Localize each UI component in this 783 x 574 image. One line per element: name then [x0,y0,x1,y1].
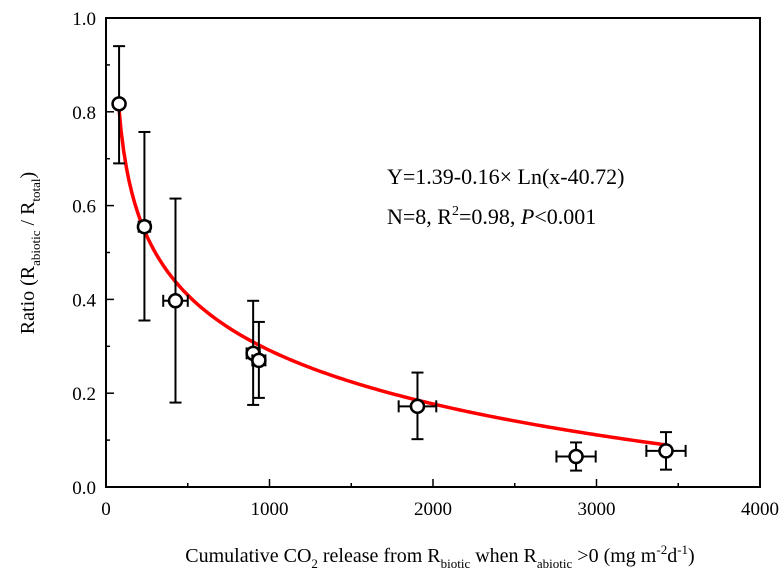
axis-ticks: 0 1000 2000 3000 4000 0.0 0.2 0.4 0.6 0.8 1.0 [72,9,779,520]
y-tick-label: 0.0 [72,478,96,499]
equation-annotation: Y=1.39-0.16× Ln(x-40.72) [387,164,624,189]
plot-border [105,17,761,488]
point-marker [167,293,184,309]
y-tick-label: 0.2 [72,384,96,405]
data-point [136,130,153,322]
y-tick-label: 0.6 [72,197,96,218]
stats-annotation: N=8, R2=0.98, P<0.001 [387,204,596,229]
x-tick-label: 3000 [578,499,616,520]
y-tick-label: 0.4 [72,290,96,311]
plot-frame [105,17,761,488]
x-tick-label: 1000 [251,499,289,520]
point-marker [136,218,153,235]
point-marker [251,352,267,369]
x-tick-label: 2000 [414,499,452,520]
data-points-layer [111,45,687,472]
data-point [645,431,687,471]
fit-curve-layer [116,100,668,447]
y-tick-label: 0.8 [72,103,96,124]
data-point [251,320,267,399]
y-axis-title: Ratio (Rabiotic / Rtotal) [17,172,43,334]
x-axis-title: Cumulative CO2 release from Rbiotic when… [185,542,694,571]
data-point [397,371,438,441]
point-marker [409,398,426,415]
fit-curve [116,100,668,447]
x-tick-label: 4000 [741,499,779,520]
data-point [555,441,597,472]
point-marker [111,96,127,112]
data-point [162,197,189,404]
y-tick-label: 1.0 [72,9,96,30]
data-point [111,45,127,165]
x-tick-label: 0 [101,499,111,520]
point-marker [658,443,674,459]
point-marker [568,448,584,465]
